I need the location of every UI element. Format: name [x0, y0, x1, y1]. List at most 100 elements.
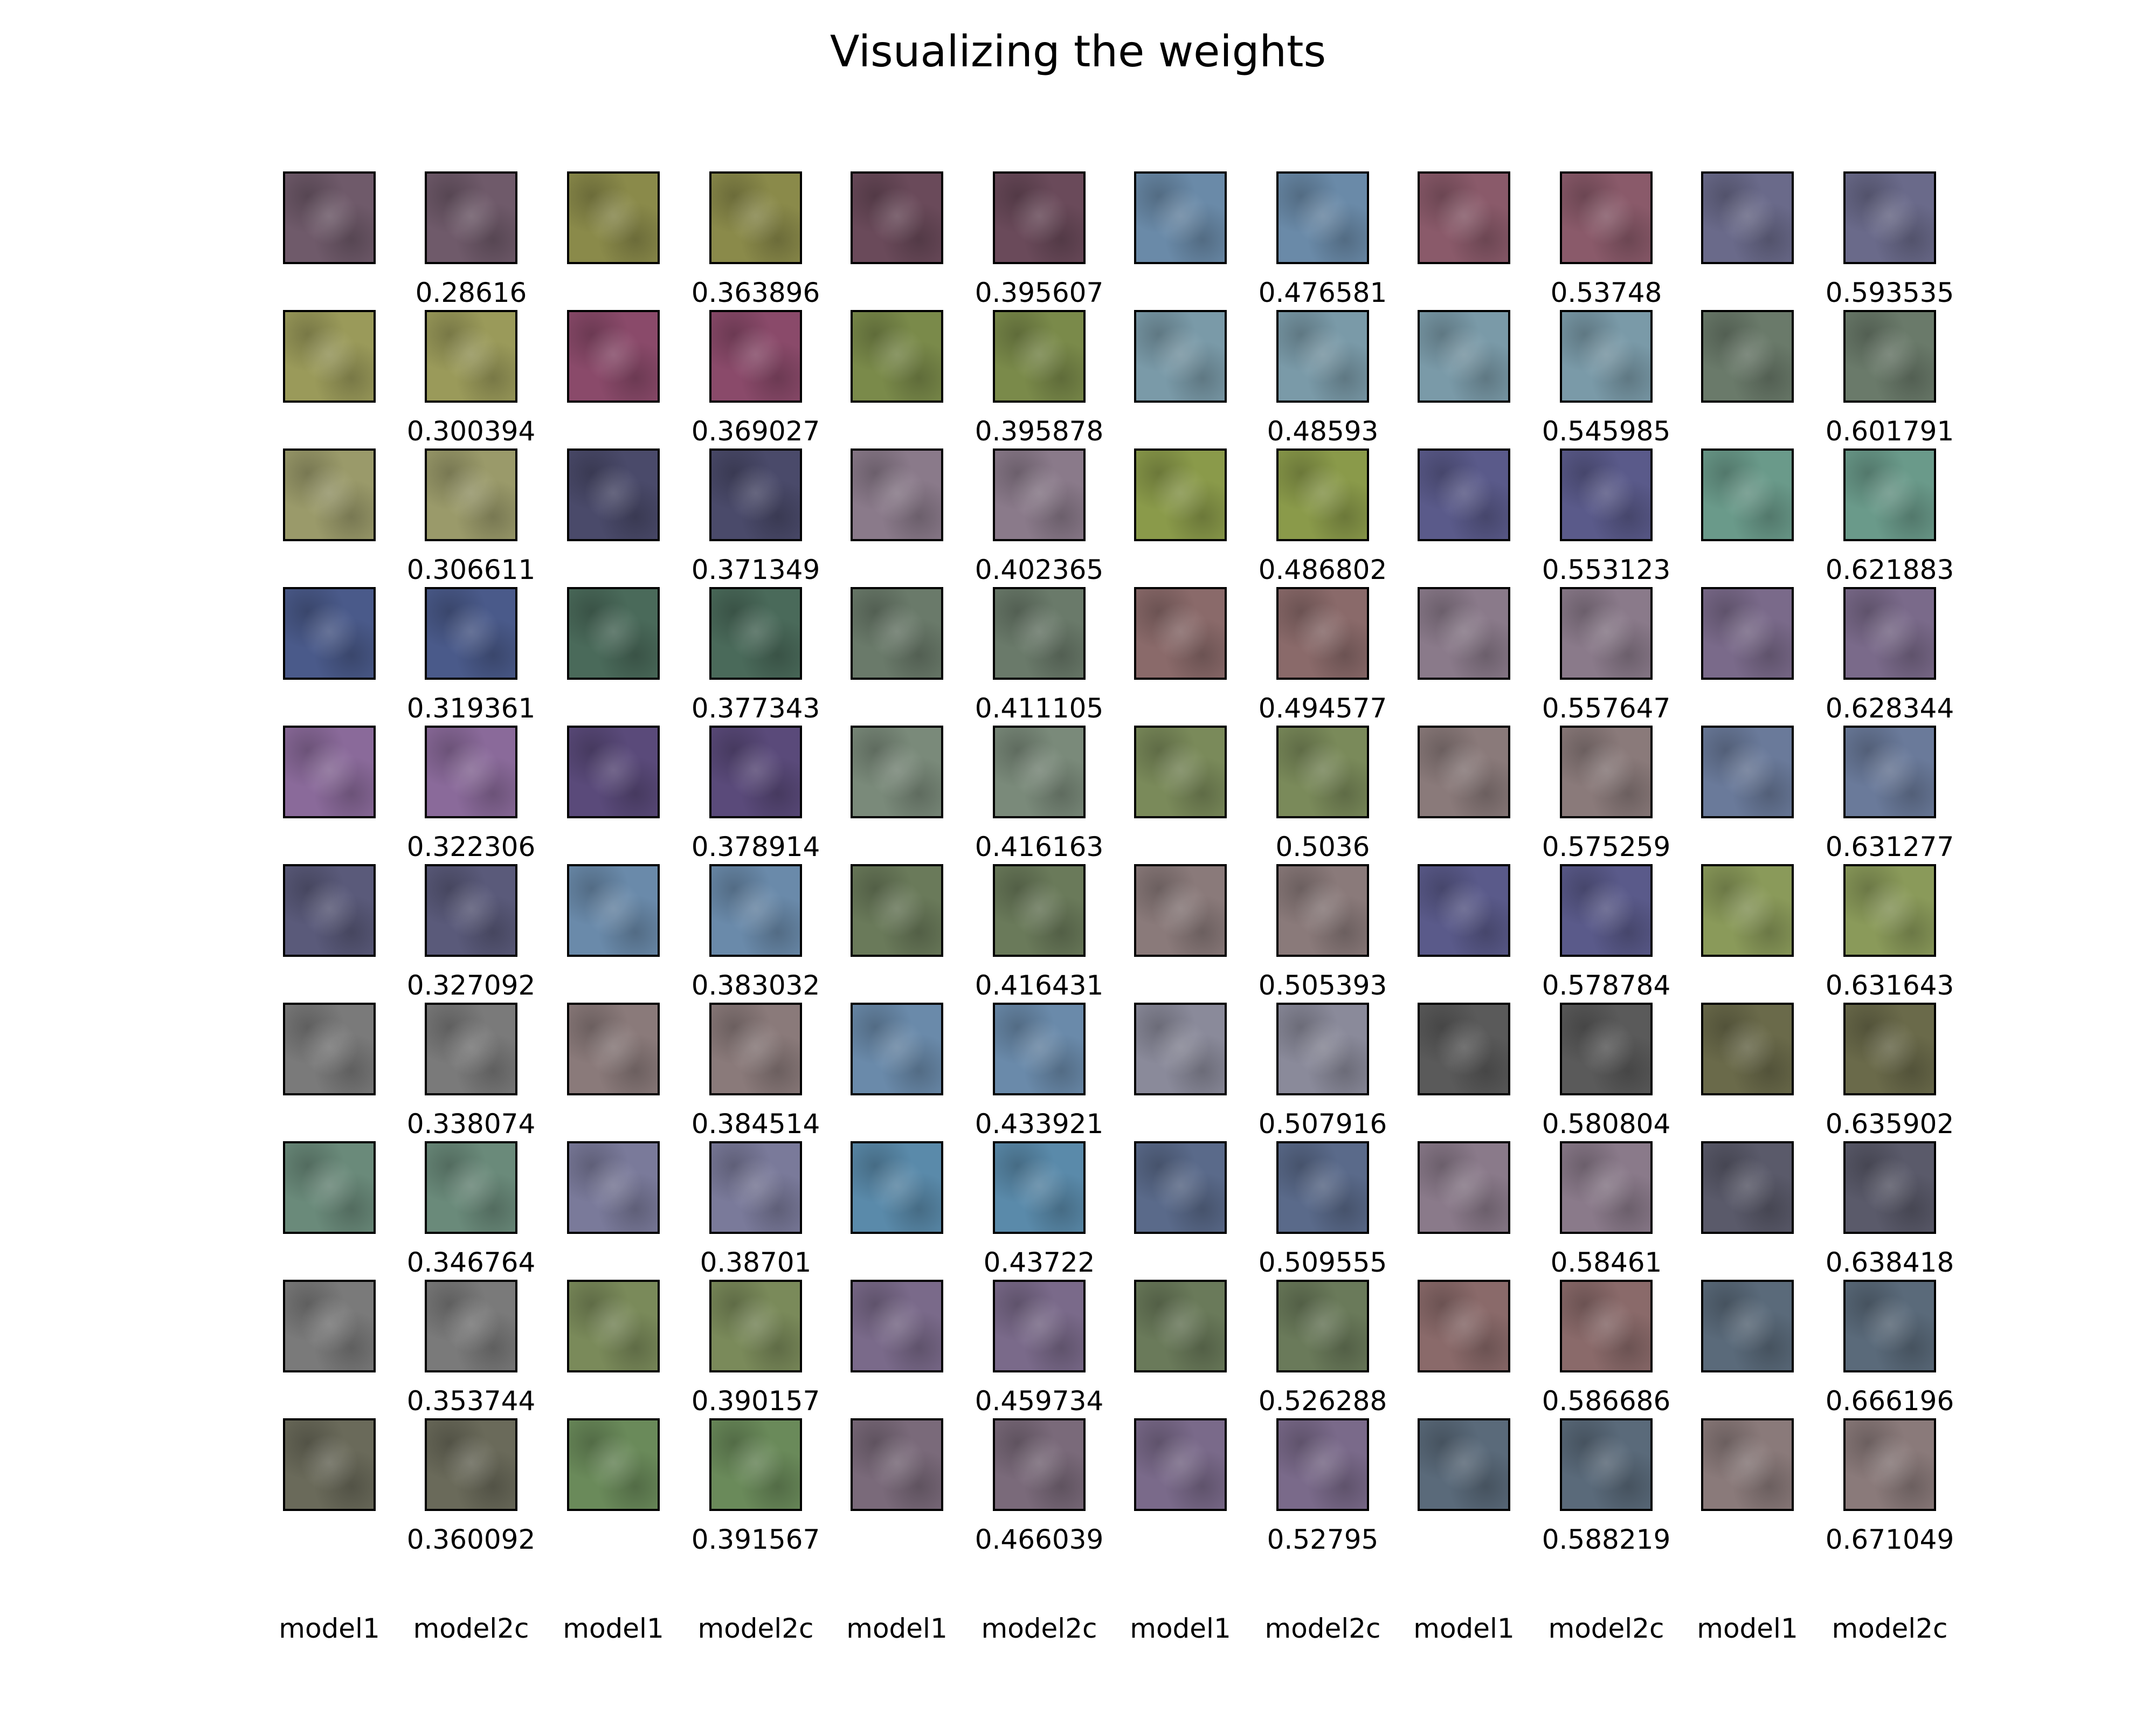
- weight-tile: [567, 448, 660, 541]
- weight-tile: [851, 1418, 943, 1511]
- column-label: model2c: [1832, 1613, 1948, 1644]
- similarity-score: 0.553123: [1542, 554, 1671, 585]
- weight-tile: [1134, 1003, 1227, 1095]
- similarity-score: 0.300394: [406, 416, 536, 447]
- similarity-score: 0.5036: [1275, 831, 1370, 862]
- similarity-score: 0.601791: [1825, 416, 1954, 447]
- similarity-score: 0.557647: [1542, 693, 1671, 724]
- weight-tile: [1843, 1418, 1936, 1511]
- weight-tile: [283, 1418, 376, 1511]
- weight-tile: [709, 1418, 802, 1511]
- weight-tile: [1134, 1141, 1227, 1234]
- similarity-score: 0.580804: [1542, 1108, 1671, 1140]
- similarity-score: 0.671049: [1825, 1524, 1954, 1555]
- weight-tile: [709, 1003, 802, 1095]
- weight-tile: [567, 1003, 660, 1095]
- similarity-score: 0.486802: [1258, 554, 1387, 585]
- column-label: model1: [1697, 1613, 1798, 1644]
- weight-tile: [1701, 1141, 1794, 1234]
- weight-tile: [1560, 1280, 1653, 1372]
- weight-tile: [1276, 448, 1369, 541]
- weight-tile: [283, 310, 376, 403]
- similarity-score: 0.545985: [1542, 416, 1671, 447]
- similarity-score: 0.52795: [1267, 1524, 1379, 1555]
- similarity-score: 0.476581: [1258, 277, 1387, 308]
- weight-tile: [283, 1141, 376, 1234]
- weight-tile: [1701, 1418, 1794, 1511]
- similarity-score: 0.526288: [1258, 1385, 1387, 1417]
- weight-tile: [1418, 310, 1510, 403]
- weight-tile: [1843, 1280, 1936, 1372]
- weight-tile: [283, 1280, 376, 1372]
- similarity-score: 0.338074: [406, 1108, 536, 1140]
- similarity-score: 0.578784: [1542, 970, 1671, 1001]
- weight-tile: [1276, 310, 1369, 403]
- weight-tile: [283, 1003, 376, 1095]
- weight-tile: [1701, 171, 1794, 264]
- similarity-score: 0.635902: [1825, 1108, 1954, 1140]
- weight-tile: [1701, 1280, 1794, 1372]
- page-title: Visualizing the weights: [830, 26, 1326, 77]
- weight-tile: [1418, 1003, 1510, 1095]
- weight-tile: [1134, 726, 1227, 818]
- weight-tile: [567, 310, 660, 403]
- similarity-score: 0.395878: [975, 416, 1104, 447]
- column-label: model1: [563, 1613, 664, 1644]
- weight-tile: [1134, 864, 1227, 957]
- weight-tile: [567, 1418, 660, 1511]
- column-label: model2c: [697, 1613, 814, 1644]
- weight-tile: [1418, 864, 1510, 957]
- column-label: model1: [279, 1613, 380, 1644]
- weight-tile: [1418, 171, 1510, 264]
- similarity-score: 0.575259: [1542, 831, 1671, 862]
- weight-tile: [1276, 171, 1369, 264]
- weight-tile: [709, 587, 802, 680]
- weight-tile: [425, 1003, 517, 1095]
- similarity-score: 0.395607: [975, 277, 1104, 308]
- weight-tile: [1560, 587, 1653, 680]
- weight-tile: [993, 310, 1086, 403]
- similarity-score: 0.390157: [691, 1385, 820, 1417]
- similarity-score: 0.638418: [1825, 1247, 1954, 1278]
- weight-tile: [993, 726, 1086, 818]
- weight-tile: [1843, 864, 1936, 957]
- weight-tile: [1843, 587, 1936, 680]
- similarity-score: 0.621883: [1825, 554, 1954, 585]
- weight-tile: [567, 171, 660, 264]
- similarity-score: 0.371349: [691, 554, 820, 585]
- weight-tile: [425, 310, 517, 403]
- similarity-score: 0.433921: [975, 1108, 1104, 1140]
- weight-tile: [1843, 726, 1936, 818]
- weight-tile: [851, 310, 943, 403]
- similarity-score: 0.593535: [1825, 277, 1954, 308]
- column-label: model2c: [981, 1613, 1097, 1644]
- similarity-score: 0.322306: [406, 831, 536, 862]
- weight-tile: [1134, 1280, 1227, 1372]
- weight-tile: [1418, 448, 1510, 541]
- weight-tile: [851, 1141, 943, 1234]
- weight-tile: [851, 448, 943, 541]
- weight-tile: [1701, 864, 1794, 957]
- weight-tile: [425, 726, 517, 818]
- weight-tile: [993, 864, 1086, 957]
- weight-tile: [1560, 1003, 1653, 1095]
- weight-tile: [993, 1141, 1086, 1234]
- weight-tile: [1276, 587, 1369, 680]
- similarity-score: 0.383032: [691, 970, 820, 1001]
- weight-tile: [1134, 587, 1227, 680]
- weight-tile: [1560, 310, 1653, 403]
- similarity-score: 0.466039: [975, 1524, 1104, 1555]
- similarity-score: 0.416431: [975, 970, 1104, 1001]
- weight-tile: [1560, 171, 1653, 264]
- weight-tile: [1418, 1141, 1510, 1234]
- similarity-score: 0.628344: [1825, 693, 1954, 724]
- column-label: model2c: [1548, 1613, 1664, 1644]
- weight-tile: [1276, 1003, 1369, 1095]
- similarity-score: 0.588219: [1542, 1524, 1671, 1555]
- weight-tile: [993, 1418, 1086, 1511]
- weight-tile: [1276, 864, 1369, 957]
- weight-tile: [425, 448, 517, 541]
- similarity-score: 0.346764: [406, 1247, 536, 1278]
- similarity-score: 0.631643: [1825, 970, 1954, 1001]
